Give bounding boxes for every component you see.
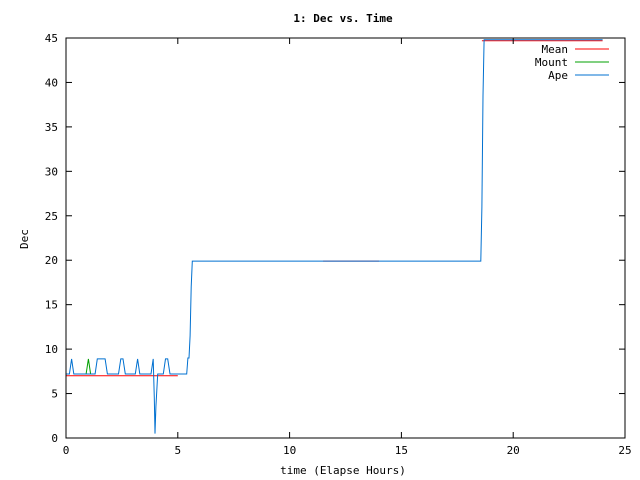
x-tick-label: 15 — [395, 444, 408, 457]
x-tick-label: 20 — [507, 444, 520, 457]
y-tick-label: 25 — [45, 210, 58, 223]
plot-series — [66, 39, 603, 434]
legend-label-mean: Mean — [542, 43, 569, 56]
x-tick-label: 5 — [174, 444, 181, 457]
x-tick-label: 25 — [618, 444, 631, 457]
y-tick-label: 30 — [45, 165, 58, 178]
legend-label-ape: Ape — [548, 69, 568, 82]
plot-frame — [65, 37, 626, 439]
y-tick-label: 20 — [45, 254, 58, 267]
y-tick-label: 0 — [51, 432, 58, 445]
y-tick-label: 15 — [45, 299, 58, 312]
x-tick-label: 10 — [283, 444, 296, 457]
y-axis-label: Dec — [18, 229, 31, 249]
y-tick-label: 40 — [45, 76, 58, 89]
series-ape-line — [66, 39, 603, 434]
series-mount-line — [85, 358, 92, 375]
x-axis: 0 5 10 15 20 25 — [63, 38, 632, 457]
y-axis: 0 5 10 15 20 25 30 35 40 45 — [45, 32, 625, 445]
y-tick-label: 5 — [51, 388, 58, 401]
chart-title: 1: Dec vs. Time — [293, 12, 393, 25]
y-tick-label: 10 — [45, 343, 58, 356]
y-tick-label: 45 — [45, 32, 58, 45]
x-tick-label: 0 — [63, 444, 70, 457]
y-tick-label: 35 — [45, 121, 58, 134]
x-axis-label: time (Elapse Hours) — [280, 464, 406, 477]
legend-label-mount: Mount — [535, 56, 568, 69]
